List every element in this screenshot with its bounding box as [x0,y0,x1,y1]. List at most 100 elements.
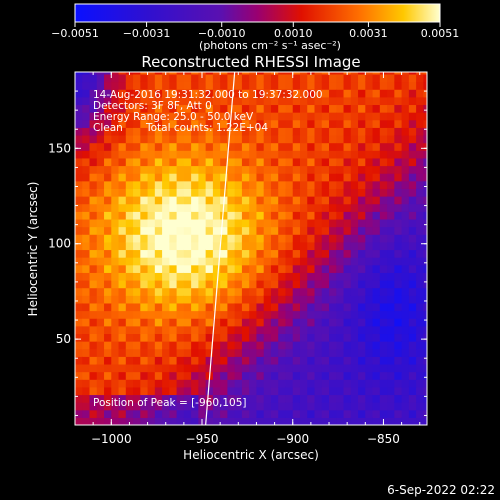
heatmap-cell [278,119,287,128]
heatmap-cell [387,127,395,136]
heatmap-cell [292,203,301,212]
heatmap-cell [321,371,330,380]
heatmap-cell [329,379,337,388]
heatmap-cell [292,157,301,167]
heatmap-cell [241,165,250,174]
heatmap-cell [358,379,366,388]
heatmap-cell [394,119,403,128]
heatmap-cell [198,348,207,357]
heatmap-cell [350,333,359,342]
heatmap-cell [343,96,352,106]
heatmap-cell [111,72,120,75]
heatmap-cell [169,325,178,335]
heatmap-cell [191,341,199,350]
heatmap-cell [387,150,395,159]
heatmap-cell [343,295,352,304]
heatmap-cell [285,287,294,296]
heatmap-cell [227,279,236,289]
heatmap-cell [212,257,221,266]
heatmap-cell [394,127,403,136]
heatmap-cell [176,264,185,273]
heatmap-cell [423,310,427,319]
heatmap-cell [314,165,323,174]
heatmap-cell [329,249,337,258]
heatmap-cell [176,402,185,411]
heatmap-cell [169,96,178,106]
heatmap-cell [140,89,149,98]
heatmap-cell [394,295,403,304]
heatmap-cell [314,356,323,365]
heatmap-cell [365,150,374,159]
heatmap-cell [423,409,427,418]
heatmap-cell [292,379,301,388]
heatmap-cell [314,325,323,335]
heatmap-cell [75,73,83,83]
heatmap-cell [408,104,417,113]
heatmap-cell [285,180,294,189]
heatmap-cell [394,310,403,319]
heatmap-cell [82,272,91,281]
heatmap-cell [118,112,127,121]
heatmap-cell [234,295,243,304]
heatmap-cell [191,127,199,136]
heatmap-cell [104,341,112,350]
heatmap-cell [205,318,214,327]
y-tick-label: 100 [48,237,71,251]
heatmap-cell [198,188,207,197]
heatmap-cell [198,127,207,136]
heatmap-cell [205,196,214,205]
heatmap-cell [169,417,178,425]
heatmap-cell [241,81,250,90]
heatmap-cell [227,272,236,281]
heatmap-cell [118,356,127,365]
heatmap-cell [408,73,417,83]
heatmap-cell [140,264,149,273]
heatmap-cell [285,394,294,403]
heatmap-cell [336,150,345,159]
heatmap-cell [176,72,185,75]
heatmap-cell [299,72,308,75]
heatmap-cell [212,325,221,335]
heatmap-cell [220,272,229,281]
heatmap-cell [133,310,141,319]
heatmap-cell [408,394,417,403]
heatmap-cell [220,104,229,113]
heatmap-cell [314,234,323,243]
heatmap-cell [365,81,374,90]
heatmap-cell [241,409,250,418]
heatmap-cell [408,257,417,266]
heatmap-cell [147,356,156,365]
heatmap-cell [394,96,403,106]
heatmap-cell [343,157,352,167]
heatmap-cell [314,211,323,220]
heatmap-cell [314,89,323,98]
heatmap-cell [387,310,395,319]
heatmap-cell [350,119,359,128]
heatmap-cell [365,234,374,243]
heatmap-cell [75,196,83,205]
heatmap-cell [227,134,236,144]
heatmap-cell [96,72,105,75]
heatmap-cell [118,287,127,296]
heatmap-cell [147,325,156,335]
heatmap-cell [133,196,141,205]
heatmap-cell [147,104,156,113]
x-tick-label: −1000 [91,432,132,446]
heatmap-cell [350,325,359,335]
heatmap-cell [169,379,178,388]
heatmap-cell [423,234,427,243]
heatmap-cell [82,257,91,266]
heatmap-cell [343,371,352,380]
heatmap-cell [133,417,141,425]
heatmap-cell [220,302,229,312]
heatmap-cell [321,302,330,312]
heatmap-cell [82,96,91,106]
heatmap-cell [270,417,279,425]
heatmap-cell [133,173,141,182]
heatmap-cell [96,81,105,90]
heatmap-cell [365,417,374,425]
heatmap-cell [140,371,149,380]
heatmap-cell [212,241,221,251]
heatmap-cell [321,325,330,335]
heatmap-cell [205,279,214,289]
